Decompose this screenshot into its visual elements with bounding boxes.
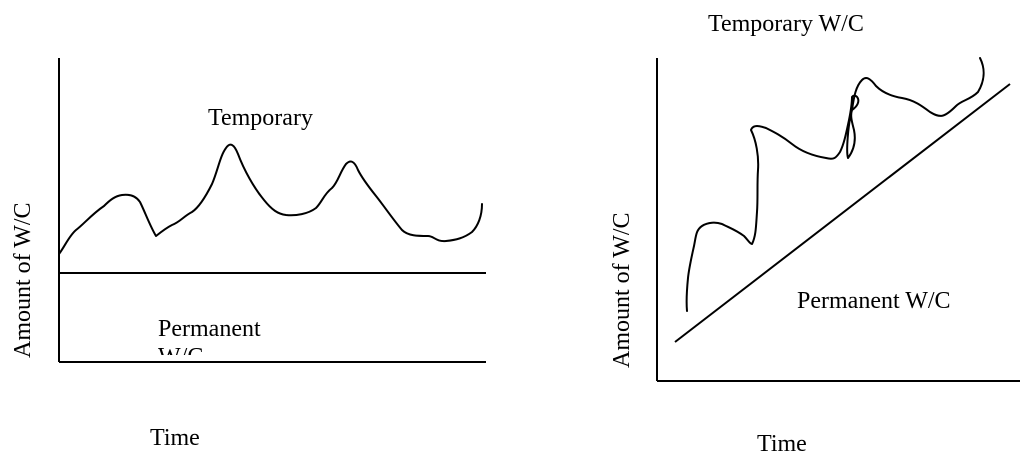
- left-diagram-graphic: [0, 0, 510, 459]
- right-diagram-graphic: [510, 0, 1025, 459]
- left-temporary-label: Temporary: [208, 104, 313, 132]
- left-temporary-curve: [59, 145, 482, 254]
- left-x-axis-label: Time: [150, 424, 200, 452]
- right-title: Temporary W/C: [708, 10, 864, 38]
- left-y-axis-label: Amount of W/C: [9, 202, 37, 358]
- right-x-axis-label: Time: [757, 430, 807, 458]
- left-permanent-label-clipped: W/C: [158, 344, 203, 355]
- working-capital-diagram-growing: Temporary W/C Amount of W/C Permanent W/…: [510, 0, 1025, 459]
- right-permanent-label: Permanent W/C: [797, 287, 951, 315]
- working-capital-diagram-fluctuating: Amount of W/C Temporary Permanent W/C Ti…: [0, 0, 510, 459]
- right-temporary-curve: [687, 58, 984, 311]
- left-permanent-label: Permanent: [158, 316, 261, 342]
- right-y-axis-label: Amount of W/C: [608, 212, 636, 368]
- left-permanent-label-box: Permanent W/C: [158, 315, 308, 355]
